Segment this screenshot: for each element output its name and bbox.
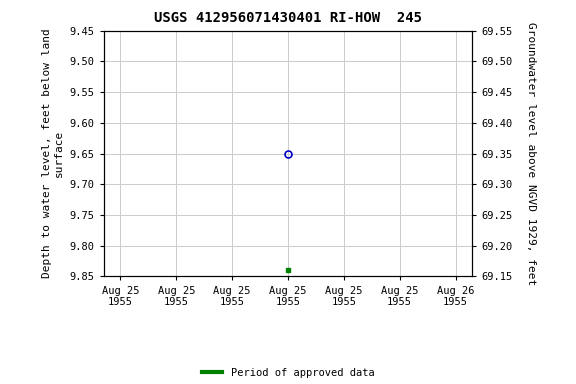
Legend: Period of approved data: Period of approved data: [198, 364, 378, 382]
Y-axis label: Depth to water level, feet below land
surface: Depth to water level, feet below land su…: [43, 29, 64, 278]
Y-axis label: Groundwater level above NGVD 1929, feet: Groundwater level above NGVD 1929, feet: [526, 22, 536, 285]
Title: USGS 412956071430401 RI-HOW  245: USGS 412956071430401 RI-HOW 245: [154, 12, 422, 25]
